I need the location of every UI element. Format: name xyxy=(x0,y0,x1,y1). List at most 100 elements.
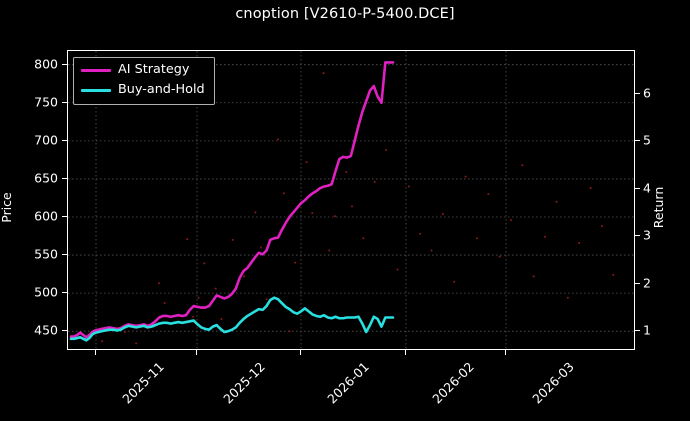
scatter-point xyxy=(101,340,104,343)
scatter-point xyxy=(612,273,615,276)
y2-tick-mark xyxy=(635,282,640,284)
scatter-point xyxy=(294,261,297,264)
series-lines xyxy=(69,61,395,342)
scatter-point xyxy=(589,187,592,190)
y-tick-label: 800 xyxy=(34,56,58,72)
y-tick-label: 650 xyxy=(34,170,58,186)
y-axis-label-price: Price xyxy=(0,192,14,223)
scatter-point xyxy=(135,342,138,345)
y2-tick-label: 6 xyxy=(643,85,651,101)
scatter-point xyxy=(214,287,217,290)
scatter-point xyxy=(578,241,581,244)
legend-entry[interactable]: Buy-and-Hold xyxy=(81,82,205,99)
scatter-point xyxy=(407,185,410,188)
y2-tick-mark xyxy=(635,187,640,189)
x-tick-mark xyxy=(95,350,96,355)
y-tick-mark xyxy=(62,330,67,332)
series-line xyxy=(69,61,395,339)
scatter-point xyxy=(243,275,246,278)
y-tick-label: 750 xyxy=(34,94,58,110)
y-tick-mark xyxy=(62,139,67,141)
scatter-point xyxy=(475,237,478,240)
y-tick-label: 500 xyxy=(34,284,58,300)
scatter-point xyxy=(265,298,268,301)
y-tick-mark xyxy=(62,101,67,103)
y2-tick-mark xyxy=(635,330,640,332)
y2-tick-label: 3 xyxy=(643,227,651,243)
scatter-point xyxy=(441,212,444,215)
chart-title: cnoption [V2610-P-5400.DCE] xyxy=(235,6,455,22)
x-tick-label: 2025-11 xyxy=(119,359,167,407)
scatter-point xyxy=(163,302,166,305)
scatter-point xyxy=(396,268,399,271)
legend-label: Buy-and-Hold xyxy=(118,82,205,98)
scatter-point xyxy=(544,235,547,238)
scatter-point xyxy=(191,315,194,318)
y2-tick-label: 4 xyxy=(643,180,651,196)
plot-svg xyxy=(68,51,634,349)
x-tick-label: 2026-01 xyxy=(324,359,372,407)
scatter-point xyxy=(186,238,189,241)
x-tick-mark xyxy=(505,350,506,355)
scatter-point xyxy=(203,262,206,265)
scatter-point xyxy=(231,238,234,241)
y-axis-label-return: Return xyxy=(651,186,667,229)
legend-label: AI Strategy xyxy=(118,62,190,78)
scatter-markers xyxy=(101,72,615,345)
scatter-point xyxy=(322,72,325,75)
chart-legend[interactable]: AI Strategy Buy-and-Hold xyxy=(73,57,215,105)
scatter-point xyxy=(333,215,336,218)
legend-entry[interactable]: AI Strategy xyxy=(81,62,205,79)
scatter-point xyxy=(260,246,263,249)
scatter-point xyxy=(305,161,308,164)
scatter-point xyxy=(311,212,314,215)
scatter-point xyxy=(430,249,433,252)
y-tick-mark xyxy=(62,177,67,179)
x-tick-mark xyxy=(196,350,197,355)
y-tick-label: 700 xyxy=(34,132,58,148)
y-tick-label: 600 xyxy=(34,208,58,224)
scatter-point xyxy=(453,280,456,283)
y-tick-mark xyxy=(62,292,67,294)
scatter-point xyxy=(555,200,558,203)
scatter-point xyxy=(385,148,388,151)
scatter-point xyxy=(220,318,223,321)
scatter-point xyxy=(419,232,422,235)
y2-tick-label: 5 xyxy=(643,132,651,148)
y2-tick-mark xyxy=(635,235,640,237)
x-tick-label: 2026-02 xyxy=(429,359,477,407)
gridlines xyxy=(68,51,634,349)
scatter-point xyxy=(157,282,160,285)
x-tick-mark xyxy=(405,350,406,355)
x-tick-label: 2026-03 xyxy=(529,359,577,407)
y2-tick-mark xyxy=(635,92,640,94)
scatter-point xyxy=(498,255,501,258)
scatter-point xyxy=(197,296,200,299)
scatter-point xyxy=(123,330,126,333)
x-tick-mark xyxy=(300,350,301,355)
scatter-point xyxy=(532,275,535,278)
scatter-point xyxy=(362,237,365,240)
legend-color-swatch xyxy=(81,89,111,92)
scatter-point xyxy=(254,211,257,214)
y2-tick-label: 2 xyxy=(643,275,651,291)
scatter-point xyxy=(566,296,569,299)
y-tick-mark xyxy=(62,215,67,217)
y-tick-label: 550 xyxy=(34,246,58,262)
scatter-point xyxy=(521,164,524,167)
scatter-point xyxy=(351,205,353,208)
scatter-point xyxy=(464,175,467,178)
scatter-point xyxy=(282,192,285,195)
series-line xyxy=(69,296,395,342)
scatter-point xyxy=(277,138,280,141)
scatter-point xyxy=(345,171,348,174)
scatter-point xyxy=(600,225,603,228)
y-tick-mark xyxy=(62,63,67,65)
legend-color-swatch xyxy=(81,69,111,72)
x-tick-label: 2025-12 xyxy=(220,359,268,407)
y2-tick-mark xyxy=(635,140,640,142)
scatter-point xyxy=(487,193,490,196)
scatter-point xyxy=(373,180,376,183)
scatter-point xyxy=(288,330,291,333)
